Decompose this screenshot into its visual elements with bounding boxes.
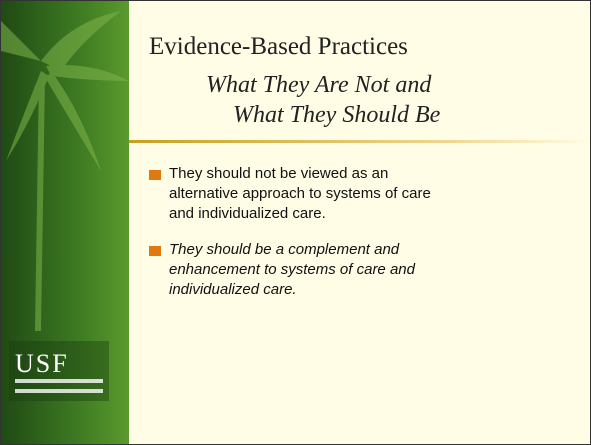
logo: USF <box>15 349 69 379</box>
bullet-marker <box>149 170 161 180</box>
title: Evidence-Based Practices <box>149 33 408 61</box>
bullet-text: They should be a complement and <box>169 241 399 258</box>
bullet-text: enhancement to systems of care and <box>169 261 415 278</box>
slide: USF Evidence-Based Practices What They A… <box>0 0 591 445</box>
bullet-text: and individualized care. <box>169 205 326 222</box>
bullet-text: alternative approach to systems of care <box>169 185 431 202</box>
subtitle: What They Are Not and <box>206 72 431 99</box>
divider <box>129 140 591 143</box>
bullet-text: individualized care. <box>169 281 297 298</box>
subtitle: What They Should Be <box>233 102 440 129</box>
bullet-text: They should not be viewed as an <box>169 165 388 182</box>
bullet-marker <box>149 246 161 256</box>
